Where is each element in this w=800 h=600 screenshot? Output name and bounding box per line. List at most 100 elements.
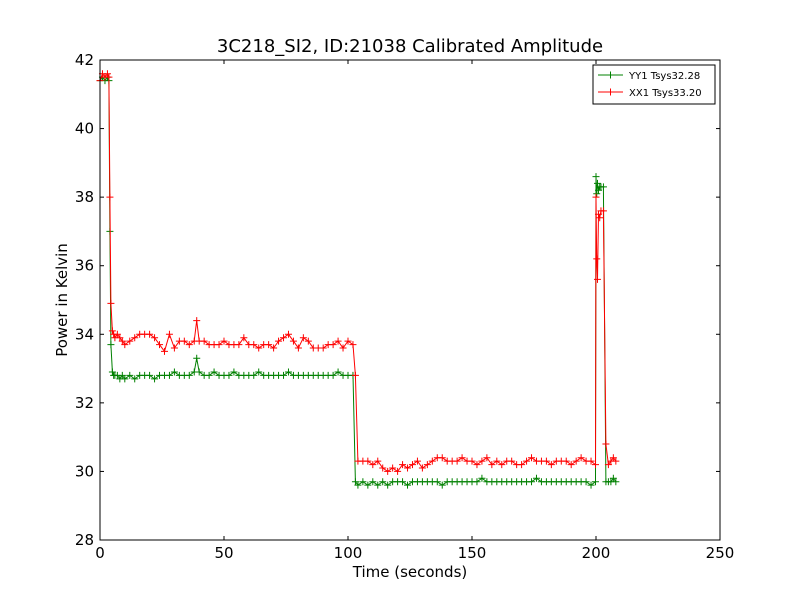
data-point bbox=[225, 371, 233, 379]
data-point bbox=[423, 461, 431, 469]
data-point bbox=[250, 371, 258, 379]
data-point bbox=[255, 344, 263, 352]
data-point bbox=[384, 467, 392, 475]
data-point bbox=[493, 457, 501, 465]
data-point bbox=[384, 481, 392, 489]
plot-frame bbox=[99, 59, 721, 541]
data-point bbox=[399, 478, 407, 486]
data-point bbox=[399, 461, 407, 469]
data-point bbox=[404, 464, 412, 472]
data-point bbox=[602, 440, 610, 448]
data-point bbox=[121, 341, 129, 349]
legend-marker bbox=[607, 88, 614, 96]
data-point bbox=[284, 330, 292, 338]
legend-marker bbox=[607, 71, 614, 79]
data-point bbox=[453, 457, 461, 465]
data-point bbox=[374, 481, 382, 489]
data-point bbox=[592, 461, 600, 469]
data-point bbox=[587, 457, 595, 465]
data-point bbox=[478, 474, 486, 482]
data-point bbox=[577, 454, 585, 462]
data-point bbox=[160, 347, 168, 355]
x-tick-label: 50 bbox=[214, 544, 233, 562]
data-point bbox=[612, 457, 620, 465]
legend-box bbox=[592, 64, 716, 105]
data-point bbox=[126, 371, 134, 379]
data-point bbox=[270, 344, 278, 352]
data-point bbox=[146, 371, 154, 379]
data-point bbox=[334, 337, 342, 345]
data-point bbox=[612, 478, 620, 486]
data-point bbox=[319, 344, 327, 352]
y-tick-label: 36 bbox=[75, 257, 94, 275]
data-point bbox=[165, 371, 173, 379]
data-point bbox=[592, 478, 600, 486]
data-point bbox=[193, 354, 201, 362]
data-point bbox=[200, 337, 208, 345]
x-tick-label: 0 bbox=[95, 544, 105, 562]
data-point bbox=[299, 334, 307, 342]
data-point bbox=[364, 481, 372, 489]
data-point bbox=[235, 341, 243, 349]
data-point bbox=[131, 334, 139, 342]
data-point bbox=[294, 344, 302, 352]
data-point bbox=[379, 464, 387, 472]
chart-title: 3C218_SI2, ID:21038 Calibrated Amplitude bbox=[217, 36, 603, 57]
data-point bbox=[593, 190, 601, 198]
data-point bbox=[483, 454, 491, 462]
data-point bbox=[528, 454, 536, 462]
data-point bbox=[413, 457, 421, 465]
data-point bbox=[488, 461, 496, 469]
data-point bbox=[498, 461, 506, 469]
y-tick-label: 40 bbox=[75, 120, 94, 138]
data-point bbox=[572, 457, 580, 465]
data-point bbox=[351, 371, 359, 379]
data-point bbox=[468, 457, 476, 465]
data-point bbox=[438, 454, 446, 462]
data-point bbox=[349, 341, 357, 349]
data-point bbox=[438, 481, 446, 489]
data-point bbox=[329, 341, 337, 349]
data-point bbox=[528, 478, 536, 486]
data-point bbox=[205, 371, 213, 379]
data-point bbox=[473, 461, 481, 469]
data-point bbox=[394, 467, 402, 475]
ticks-layer: 0 50 100 150 200 250 28 30 32 34 36 38 40 42 bbox=[75, 51, 734, 562]
data-point bbox=[567, 461, 575, 469]
data-point bbox=[542, 457, 550, 465]
data-point bbox=[289, 337, 297, 345]
data-point bbox=[404, 481, 412, 489]
data-point bbox=[532, 474, 540, 482]
data-point bbox=[593, 275, 601, 283]
data-point bbox=[185, 371, 193, 379]
data-point bbox=[473, 478, 481, 486]
data-point bbox=[339, 344, 347, 352]
data-point bbox=[280, 371, 288, 379]
x-tick-label: 200 bbox=[582, 544, 611, 562]
data-point bbox=[106, 193, 114, 201]
data-point bbox=[592, 173, 600, 181]
data-point bbox=[334, 368, 342, 376]
data-point bbox=[284, 368, 292, 376]
data-point bbox=[596, 214, 604, 222]
data-point bbox=[364, 457, 372, 465]
data-point bbox=[105, 73, 113, 81]
data-point bbox=[156, 341, 164, 349]
data-point bbox=[592, 193, 600, 201]
data-point bbox=[170, 368, 178, 376]
data-point bbox=[359, 478, 367, 486]
data-point bbox=[369, 461, 377, 469]
data-point bbox=[280, 334, 288, 342]
data-point bbox=[185, 341, 193, 349]
data-point bbox=[547, 461, 555, 469]
y-tick-label: 34 bbox=[75, 325, 94, 343]
data-point bbox=[428, 457, 436, 465]
data-point bbox=[220, 337, 228, 345]
data-point bbox=[255, 368, 263, 376]
y-tick-label: 32 bbox=[75, 394, 94, 412]
data-point bbox=[146, 330, 154, 338]
data-point bbox=[131, 375, 139, 383]
data-point bbox=[275, 337, 283, 345]
legend: YY1 Tsys32.28 XX1 Tsys33.20 bbox=[592, 64, 716, 105]
data-point bbox=[518, 461, 526, 469]
